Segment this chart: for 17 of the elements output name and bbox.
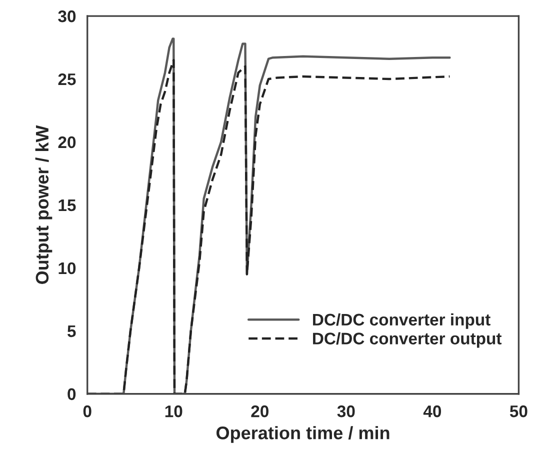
y-tick-label: 20 — [58, 136, 76, 148]
y-tick-label: 15 — [58, 200, 76, 212]
x-tick-label: 20 — [251, 405, 268, 418]
x-tick-label: 30 — [337, 405, 355, 418]
legend-label: DC/DC converter input — [313, 313, 490, 329]
legend-label: DC/DC converter output — [313, 332, 502, 348]
y-tick-label: 10 — [58, 262, 76, 274]
y-tick-label: 5 — [67, 325, 76, 338]
x-tick-label: 10 — [165, 405, 182, 418]
y-tick-label: 25 — [58, 73, 76, 86]
y-tick-label: 30 — [58, 10, 76, 22]
x-tick-label: 50 — [510, 405, 528, 418]
x-tick-label: 40 — [423, 405, 442, 418]
x-tick-label: 0 — [83, 405, 92, 418]
y-axis-title: Output power / kW — [35, 125, 52, 284]
y-tick-label: 0 — [68, 388, 76, 400]
x-axis-title: Operation time / min — [216, 426, 390, 443]
